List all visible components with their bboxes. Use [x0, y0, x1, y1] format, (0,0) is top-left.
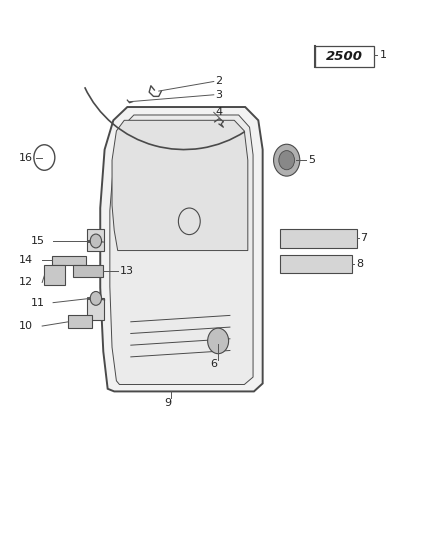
Circle shape: [279, 151, 294, 169]
Text: 11: 11: [30, 297, 44, 308]
Text: 5: 5: [308, 155, 315, 165]
Text: 3: 3: [215, 90, 223, 100]
Text: 14: 14: [19, 255, 33, 265]
Text: 9: 9: [164, 398, 171, 408]
Circle shape: [208, 328, 229, 354]
Polygon shape: [68, 316, 92, 328]
FancyBboxPatch shape: [87, 298, 104, 320]
Circle shape: [90, 292, 102, 305]
Circle shape: [274, 144, 300, 176]
Text: 15: 15: [30, 236, 44, 246]
FancyBboxPatch shape: [280, 229, 357, 248]
Text: 2500: 2500: [326, 50, 363, 63]
FancyBboxPatch shape: [87, 229, 104, 251]
Polygon shape: [110, 115, 253, 384]
Text: 2: 2: [215, 77, 223, 86]
Text: 7: 7: [360, 233, 367, 244]
Text: 4: 4: [215, 107, 223, 117]
Polygon shape: [112, 120, 248, 251]
FancyBboxPatch shape: [280, 255, 352, 273]
Text: 6: 6: [210, 359, 217, 369]
Text: 16: 16: [19, 152, 33, 163]
FancyBboxPatch shape: [315, 46, 374, 67]
Polygon shape: [52, 256, 86, 265]
Text: 8: 8: [356, 260, 363, 269]
Polygon shape: [73, 265, 103, 277]
Polygon shape: [44, 265, 65, 285]
Circle shape: [90, 234, 102, 248]
Text: 10: 10: [19, 321, 33, 331]
Text: 13: 13: [120, 266, 134, 276]
Polygon shape: [100, 107, 263, 391]
Text: 1: 1: [380, 50, 387, 60]
Text: 12: 12: [19, 278, 33, 287]
